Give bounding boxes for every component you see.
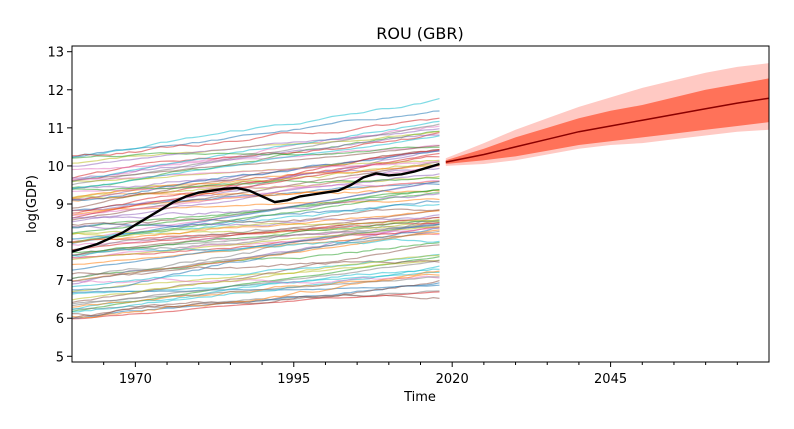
y-tick-label: 5 (56, 350, 64, 365)
x-tick-label: 1970 (119, 372, 152, 387)
background-series-line (71, 117, 440, 157)
background-series-line (71, 276, 440, 305)
y-axis-label: log(GDP) (25, 175, 40, 233)
background-series-line (71, 192, 440, 244)
forecast-inner-band (445, 78, 769, 164)
background-series-line (71, 238, 440, 258)
background-series-line (71, 179, 440, 192)
plot-area (71, 63, 770, 320)
background-series-line (71, 160, 440, 181)
background-series-line (71, 223, 440, 257)
background-series-line (72, 275, 440, 285)
background-series-line (71, 226, 440, 261)
background-series-line (71, 177, 440, 191)
background-series-line (71, 290, 440, 310)
background-series-group (71, 98, 440, 320)
background-series-line (71, 227, 440, 259)
background-series-line (71, 131, 440, 179)
highlight-series-group (71, 162, 440, 253)
background-series-line (71, 244, 440, 304)
y-tick-label: 6 (56, 312, 64, 327)
x-axis-label: Time (403, 390, 436, 405)
chart-title: ROU (GBR) (376, 24, 463, 43)
x-tick-label: 2045 (594, 372, 627, 387)
background-series-line (71, 181, 440, 244)
background-series-line (71, 150, 440, 202)
y-tick-label: 13 (47, 46, 64, 61)
forecast-group (445, 63, 770, 166)
x-tick-label: 2020 (436, 372, 469, 387)
y-tick-label: 10 (47, 160, 64, 175)
y-tick-label: 7 (56, 274, 64, 289)
background-series-line (71, 164, 440, 199)
background-series-line (72, 227, 440, 291)
background-series-line (71, 210, 440, 244)
background-series-line (71, 208, 440, 226)
background-series-line (71, 120, 440, 183)
y-tick-label: 11 (47, 122, 64, 137)
background-series-line (71, 152, 440, 219)
y-tick-label: 12 (47, 84, 64, 99)
background-series-line (71, 280, 440, 320)
background-series-line (71, 148, 440, 214)
background-series-line (71, 254, 440, 301)
background-series-line (71, 134, 440, 179)
highlight-series-line (71, 162, 440, 253)
y-axis: 5 6 7 8 9 10 11 12 13 (47, 46, 72, 365)
y-tick-label: 9 (56, 198, 64, 213)
x-axis: 1970 1995 2020 2045 (103, 362, 738, 387)
background-series-line (71, 270, 440, 319)
x-tick-label: 1995 (277, 372, 310, 387)
y-tick-label: 8 (56, 236, 64, 251)
forecast-median-line (445, 97, 770, 163)
background-series-line (71, 230, 440, 283)
background-series-line (71, 98, 440, 159)
background-series-line (71, 135, 440, 190)
background-series-line (71, 220, 440, 254)
background-series-line (71, 123, 440, 186)
background-series-line (71, 193, 440, 219)
